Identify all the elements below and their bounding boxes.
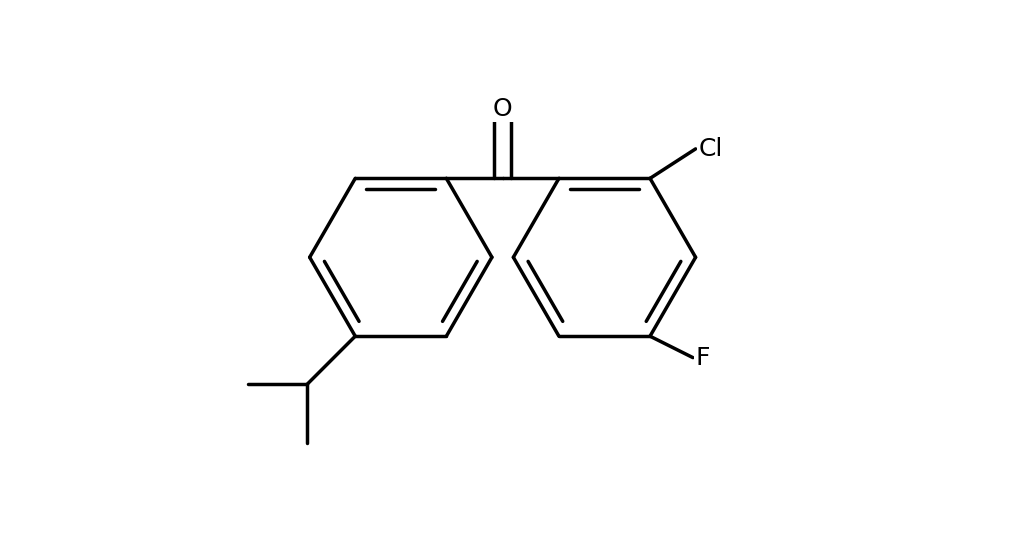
Text: O: O bbox=[493, 96, 512, 121]
Text: Cl: Cl bbox=[698, 137, 722, 161]
Text: F: F bbox=[696, 346, 710, 370]
